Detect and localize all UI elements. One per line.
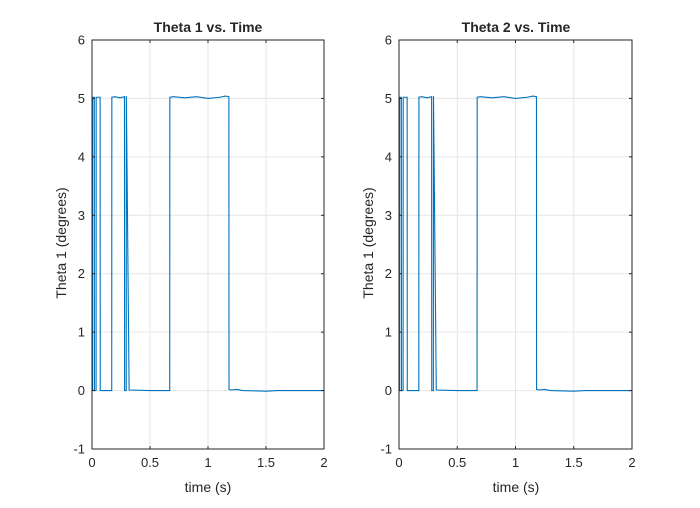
y-tick-label: 3: [78, 208, 85, 223]
y-tick-label: -1: [73, 442, 85, 457]
y-tick-label: 3: [385, 208, 392, 223]
x-tick-label: 0.5: [141, 455, 159, 470]
x-tick-label: 1.5: [565, 455, 583, 470]
y-tick-label: 1: [78, 325, 85, 340]
y-tick-label: 6: [78, 33, 85, 48]
y-axis-label: Theta 1 (degrees): [53, 187, 69, 298]
y-tick-label: -1: [380, 442, 392, 457]
y-tick-label: 1: [385, 325, 392, 340]
theta-2-plot: Theta 2 vs. Time time (s) Theta 1 (degre…: [360, 19, 636, 495]
theta-series-line: [92, 95, 324, 392]
x-tick-label: 0: [395, 455, 402, 470]
theta-series-line: [399, 95, 632, 392]
y-tick-label: 0: [385, 383, 392, 398]
x-axis-label: time (s): [185, 479, 232, 495]
y-tick-label: 5: [78, 91, 85, 106]
x-tick-label: 2: [628, 455, 635, 470]
x-tick-label: 0: [88, 455, 95, 470]
plot-title: Theta 1 vs. Time: [154, 19, 263, 35]
x-tick-label: 2: [320, 455, 327, 470]
y-tick-label: 5: [385, 91, 392, 106]
y-tick-label: 4: [78, 149, 85, 164]
y-tick-label: 0: [78, 383, 85, 398]
y-axis-label: Theta 1 (degrees): [360, 187, 376, 298]
x-axis-label: time (s): [493, 479, 540, 495]
y-tick-label: 2: [385, 266, 392, 281]
y-tick-label: 2: [78, 266, 85, 281]
x-tick-label: 1: [204, 455, 211, 470]
x-tick-label: 1.5: [257, 455, 275, 470]
x-tick-label: 1: [512, 455, 519, 470]
theta-1-plot: Theta 1 vs. Time time (s) Theta 1 (degre…: [53, 19, 328, 495]
plot-title: Theta 2 vs. Time: [462, 19, 571, 35]
y-tick-label: 6: [385, 33, 392, 48]
x-tick-label: 0.5: [448, 455, 466, 470]
y-tick-label: 4: [385, 149, 392, 164]
